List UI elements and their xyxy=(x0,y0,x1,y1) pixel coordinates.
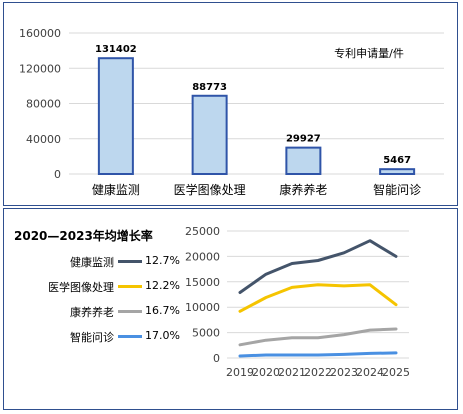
bar xyxy=(191,94,228,175)
legend-label: 健康监测 xyxy=(70,256,114,269)
legend-rate: 12.7% xyxy=(145,254,180,267)
y-tick-label: 15000 xyxy=(185,276,220,289)
legend-item-elderly-care: 康养养老 16.7% xyxy=(14,304,180,329)
y-tick-label: 80000 xyxy=(26,98,61,111)
legend-rate: 16.7% xyxy=(145,304,180,317)
legend-swatch xyxy=(118,310,142,313)
bar xyxy=(97,57,134,175)
bar xyxy=(379,168,416,175)
bar-value-label: 88773 xyxy=(192,82,227,93)
x-tick-label: 2021 xyxy=(278,366,306,379)
y-tick-label: 5000 xyxy=(192,327,220,340)
legend-swatch xyxy=(118,260,142,263)
y-tick-label: 40000 xyxy=(26,133,61,146)
x-tick-label: 2025 xyxy=(382,366,410,379)
x-tick-label: 2024 xyxy=(356,366,384,379)
bar-chart-panel: 0 40000 80000 120000 160000 131402 健康监测 88773 医学… xyxy=(3,2,458,206)
bar-value-label: 131402 xyxy=(95,44,137,55)
bar-chart: 0 40000 80000 120000 160000 131402 健康监测 88773 医学… xyxy=(19,27,444,197)
legend-item-health-monitoring: 健康监测 12.7% xyxy=(14,254,180,279)
series-line xyxy=(238,327,398,347)
x-tick-label: 2020 xyxy=(252,366,280,379)
series-line xyxy=(238,351,398,358)
x-category-label: 智能问诊 xyxy=(373,182,421,197)
x-category-label: 医学图像处理 xyxy=(174,182,246,197)
series-line xyxy=(238,239,398,294)
y-tick-label: 25000 xyxy=(185,225,220,238)
x-category-label: 康养养老 xyxy=(279,182,327,197)
legend-rate: 12.2% xyxy=(145,279,180,292)
legend-item-medical-imaging: 医学图像处理 12.2% xyxy=(14,279,180,304)
legend-swatch xyxy=(118,335,142,338)
x-category-label: 健康监测 xyxy=(92,182,140,197)
legend-label: 医学图像处理 xyxy=(48,281,114,294)
y-tick-label: 0 xyxy=(54,168,61,181)
legend-swatch xyxy=(118,285,142,288)
legend-item-smart-consultation: 智能问诊 17.0% xyxy=(14,329,180,354)
y-tick-label: 0 xyxy=(213,352,220,365)
line-chart-panel: 2020—2023年均增长率 健康监测 12.7% 医学图像处理 12.2% 康… xyxy=(3,208,458,410)
x-tick-label: 2023 xyxy=(330,366,358,379)
series-line xyxy=(238,283,398,313)
y-tick-label: 10000 xyxy=(185,301,220,314)
legend-title: 2020—2023年均增长率 xyxy=(14,229,153,243)
bar-value-label: 5467 xyxy=(383,155,411,166)
y-tick-label: 120000 xyxy=(19,62,61,75)
unit-annotation: 专利申请量/件 xyxy=(334,46,404,60)
legend: 2020—2023年均增长率 健康监测 12.7% 医学图像处理 12.2% 康… xyxy=(14,227,180,354)
legend-rate: 17.0% xyxy=(145,329,180,342)
y-tick-label: 20000 xyxy=(185,250,220,263)
line-chart: 0500010000150002000025000201920202021202… xyxy=(185,225,410,379)
x-tick-label: 2022 xyxy=(304,366,332,379)
x-tick-label: 2019 xyxy=(226,366,254,379)
bar xyxy=(285,146,322,175)
legend-label: 康养养老 xyxy=(70,306,114,319)
bar-value-label: 29927 xyxy=(286,134,321,145)
legend-label: 智能问诊 xyxy=(70,331,114,344)
y-tick-label: 160000 xyxy=(19,27,61,40)
